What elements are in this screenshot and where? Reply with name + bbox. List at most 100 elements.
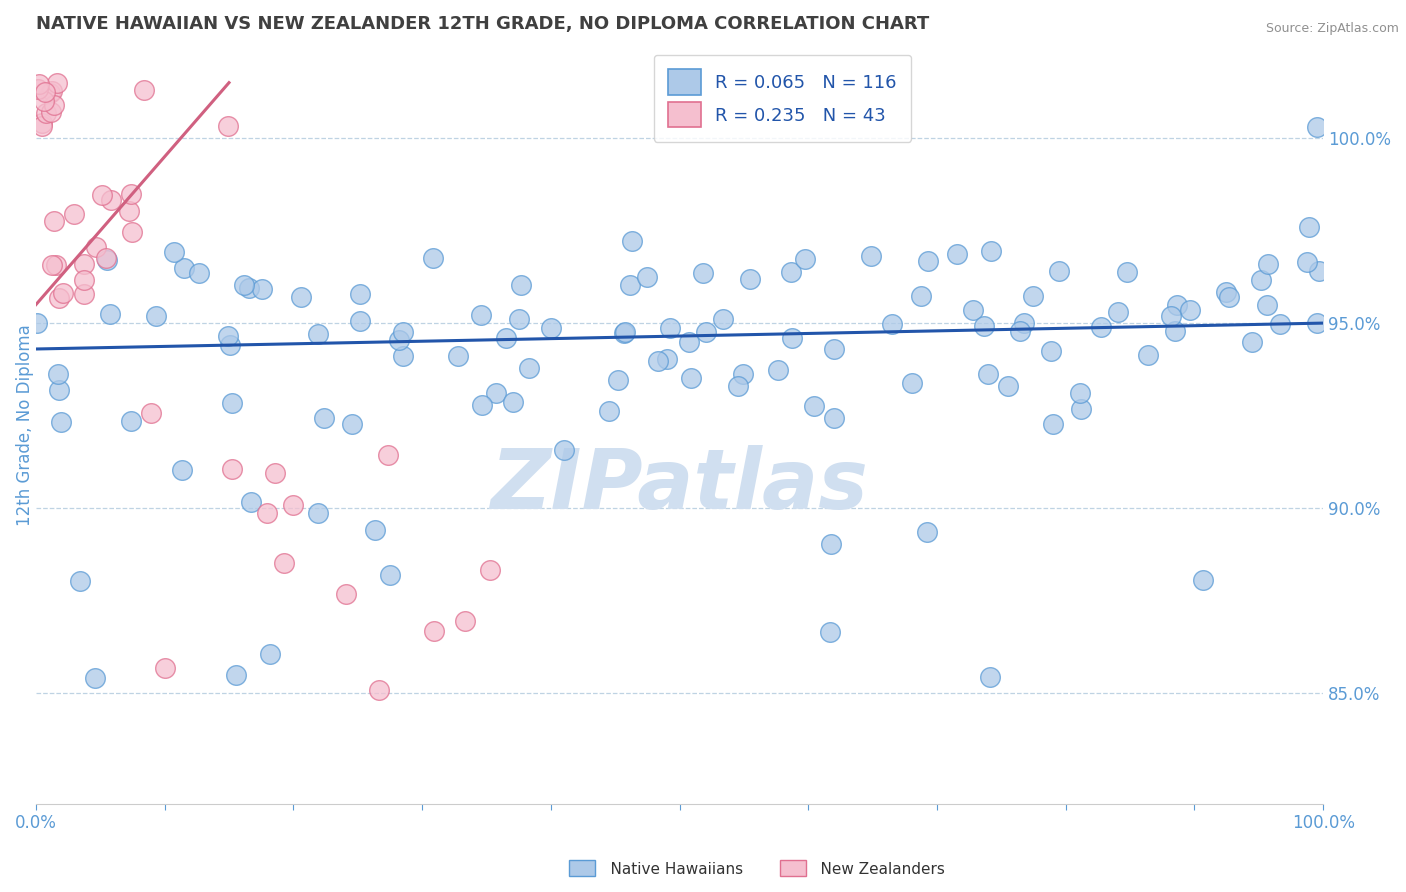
Point [1160,309,1182,323]
Point [34,85,56,99]
Point [69,574,91,589]
Point [41,84,63,98]
Point [51,415,73,429]
Point [62,207,84,221]
Point [46,367,69,381]
Point [454,614,477,628]
Point [256,507,278,521]
Point [681,370,703,384]
Point [239,495,262,509]
Point [1042,417,1064,431]
Point [980,244,1002,259]
Point [218,338,240,352]
Point [598,403,620,417]
Point [823,410,845,425]
Point [479,563,502,577]
Point [1298,219,1320,234]
Point [803,399,825,413]
Point [882,317,904,331]
Point [1014,316,1036,330]
Point [252,282,274,296]
Point [91,188,114,202]
Point [823,342,845,356]
Point [307,506,329,520]
Point [232,277,254,292]
Point [259,647,281,661]
Point [83,671,105,685]
Point [910,288,932,302]
Point [553,443,575,458]
Point [392,325,415,339]
Point [41,259,63,273]
Point [820,537,842,551]
Point [155,661,177,675]
Point [170,462,193,476]
Point [510,277,533,292]
Point [27,82,49,96]
Point [711,312,734,326]
Point [1308,264,1330,278]
Point [422,624,444,638]
Point [1268,317,1291,331]
Point [307,327,329,342]
Point [1108,305,1130,319]
Point [1250,272,1272,286]
Point [447,349,470,363]
Point [121,225,143,239]
Point [502,395,524,409]
Point [340,417,363,432]
Point [1022,289,1045,303]
Point [312,411,335,425]
Point [139,406,162,420]
Point [782,331,804,345]
Point [519,361,541,376]
Point [84,240,107,254]
Point [378,567,401,582]
Point [997,379,1019,393]
Point [1166,298,1188,312]
Point [132,83,155,97]
Point [281,498,304,512]
Point [120,414,142,428]
Point [1137,348,1160,362]
Point [377,448,399,462]
Text: Source: ZipAtlas.com: Source: ZipAtlas.com [1265,22,1399,36]
Point [46,76,69,90]
Point [392,349,415,363]
Point [96,252,118,267]
Text: New Zealanders: New Zealanders [801,863,945,877]
Point [962,302,984,317]
Point [45,258,67,272]
Point [508,311,530,326]
Point [1296,254,1319,268]
Point [485,386,508,401]
Text: Native Hawaiians: Native Hawaiians [591,863,742,877]
Point [1256,298,1278,312]
Text: ZIPatlas: ZIPatlas [491,445,869,526]
Point [1069,402,1091,417]
Point [820,624,842,639]
Point [655,351,678,366]
Point [1305,316,1327,330]
Point [973,319,995,334]
Point [217,119,239,133]
Point [73,287,96,301]
Point [73,257,96,271]
Point [738,271,761,285]
Text: NATIVE HAWAIIAN VS NEW ZEALANDER 12TH GRADE, NO DIPLOMA CORRELATION CHART: NATIVE HAWAIIAN VS NEW ZEALANDER 12TH GR… [37,15,929,33]
Point [31,119,53,133]
Point [1164,324,1187,338]
Point [217,329,239,343]
Point [221,461,243,475]
Point [1116,265,1139,279]
Point [1191,573,1213,587]
Point [1240,334,1263,349]
Point [39,87,62,101]
Point [678,334,700,349]
Point [917,253,939,268]
Point [658,321,681,335]
Point [471,399,494,413]
Point [27,316,49,330]
Point [364,523,387,537]
Point [1178,302,1201,317]
